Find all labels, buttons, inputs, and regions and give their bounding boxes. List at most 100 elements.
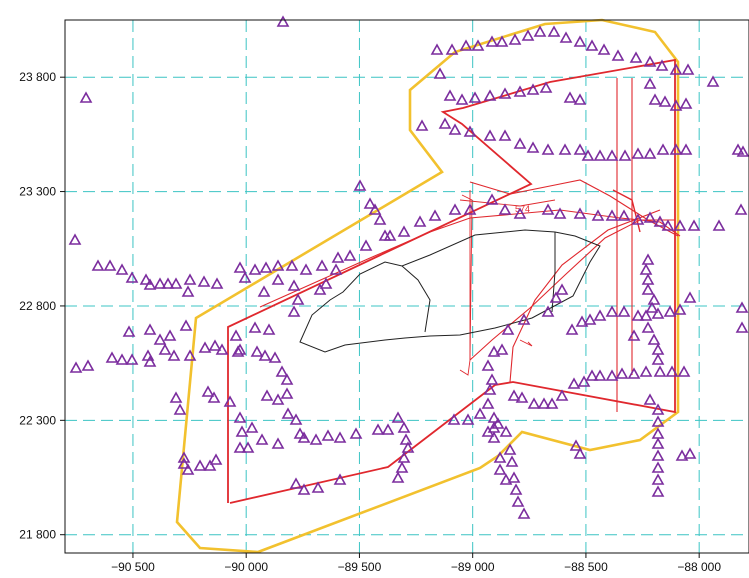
station-marker [463,203,477,215]
station-marker [639,365,653,377]
station-marker [611,49,625,61]
station-marker [639,309,653,321]
station-marker [183,349,197,361]
station-marker [651,307,665,319]
station-marker [495,343,509,355]
station-marker [468,91,482,103]
station-marker [397,421,411,433]
station-marker [651,353,665,365]
station-marker [363,197,377,209]
station-marker [495,35,509,47]
station-marker [517,507,531,519]
station-marker [617,305,631,317]
station-marker [655,59,669,71]
station-marker [271,259,285,271]
station-marker [233,343,247,355]
station-marker [734,203,748,215]
station-marker [505,455,519,467]
station-marker [268,351,282,363]
station-marker [585,369,599,381]
x-axis: −90 500 −90 000 −89 500 −89 000 −88 500 −88 0… [111,553,721,574]
station-marker [169,277,183,289]
station-marker [209,453,223,465]
station-marker [517,313,531,325]
station-marker [319,277,333,289]
station-marker [507,471,521,483]
station-marker [577,375,591,387]
station-marker [653,215,667,227]
station-marker [481,359,495,371]
station-marker [651,449,665,461]
station-marker [163,329,177,341]
station-marker [493,451,507,463]
station-marker [593,149,607,161]
station-marker [627,329,641,341]
station-marker [731,143,745,155]
station-marker [183,273,197,285]
station-marker [313,283,327,295]
station-marker [397,451,411,463]
station-marker [669,143,683,155]
station-marker [430,43,444,55]
station-marker [641,273,655,285]
station-marker [485,373,499,385]
station-marker [289,413,303,425]
station-marker [541,305,555,317]
station-marker [343,249,357,261]
station-marker [483,129,497,141]
station-marker [115,263,129,275]
station-marker [712,219,726,231]
station-marker [445,43,459,55]
station-marker [428,209,442,221]
station-marker [639,263,653,275]
y-tick-label: 23 800 [19,70,56,84]
station-marker [631,309,645,321]
station-marker [233,411,247,423]
station-marker [487,431,501,443]
station-marker [526,141,540,153]
station-marker [627,367,641,379]
station-marker [161,277,175,289]
station-marker [235,425,249,437]
station-marker [555,283,569,295]
station-marker [447,413,461,425]
station-marker [280,373,294,385]
station-marker [651,485,665,497]
station-marker [605,209,619,221]
station-marker [651,403,665,415]
station-marker [333,431,347,443]
station-marker [485,35,499,47]
station-marker [381,423,395,435]
station-marker [395,461,409,473]
station-marker [499,473,513,485]
station-marker [575,315,589,327]
x-tick-label: −88 000 [677,560,721,574]
station-marker [629,51,643,63]
station-marker [643,393,657,405]
station-marker [643,211,657,223]
station-marker [297,431,311,443]
y-tick-label: 21 800 [19,528,56,542]
station-marker [648,93,662,105]
station-marker [125,271,139,283]
station-marker [673,219,687,231]
station-marker [498,203,512,215]
station-marker [483,89,497,101]
station-marker [433,67,447,79]
station-marker [573,447,587,459]
station-marker [177,457,191,469]
station-marker [193,459,207,471]
station-marker [687,219,701,231]
station-marker [541,143,555,155]
station-marker [485,193,499,205]
station-marker [593,309,607,321]
station-marker [706,75,720,87]
station-marker [683,291,697,303]
station-marker [641,283,655,295]
station-marker [549,291,563,303]
station-marker [461,413,475,425]
station-marker [651,461,665,473]
station-marker [651,343,665,355]
station-marker [643,77,657,89]
